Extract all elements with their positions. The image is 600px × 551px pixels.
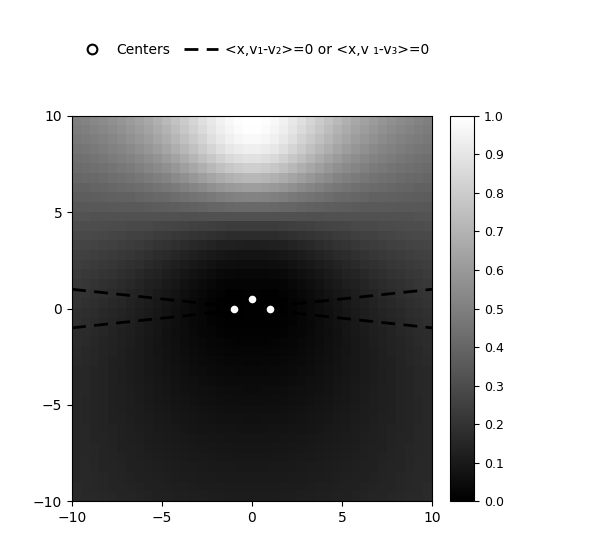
Legend: Centers, <x,v₁-v₂>=0 or <x,v ₁-v₃>=0: Centers, <x,v₁-v₂>=0 or <x,v ₁-v₃>=0: [69, 38, 435, 63]
